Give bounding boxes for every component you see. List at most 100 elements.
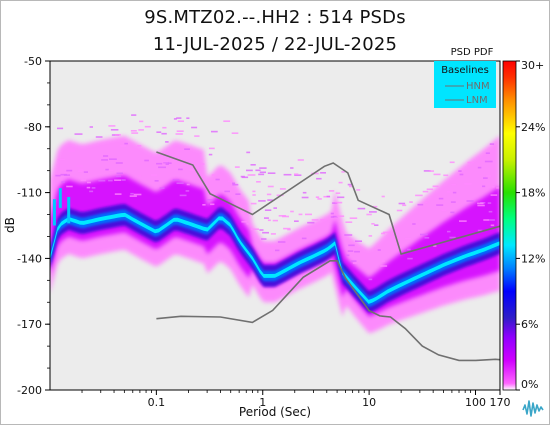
pdf-outlier-streak (259, 171, 266, 174)
chart-subtitle: 11-JUL-2025 / 22-JUL-2025 (152, 34, 398, 55)
pdf-outlier-streak (144, 159, 149, 162)
pdf-outlier-streak (459, 173, 464, 176)
pdf-outlier-streak (483, 219, 489, 221)
pdf-outlier-streak (133, 193, 142, 196)
pdf-outlier-streak (351, 260, 357, 262)
pdf-outlier-streak (398, 202, 406, 205)
pdf-outlier-streak (267, 199, 273, 201)
pdf-outlier-streak (483, 177, 488, 179)
pdf-outlier-streak (438, 197, 444, 200)
pdf-outlier-streak (374, 224, 379, 226)
pdf-outlier-streak (279, 188, 286, 190)
pdf-outlier-streak (298, 213, 303, 216)
pdf-outlier-streak (424, 237, 430, 239)
pdf-outlier-streak (349, 185, 354, 188)
pdf-outlier-streak (89, 190, 94, 193)
legend-hnm-label: HNM (466, 81, 490, 92)
pdf-outlier-streak (335, 201, 343, 204)
waveform-logo-icon (520, 396, 546, 420)
pdf-outlier-streak (178, 149, 182, 151)
pdf-outlier-streak (355, 240, 362, 242)
pdf-outlier-streak (488, 210, 493, 213)
x-axis-ticks: 0.1 1 10 100 170 (81, 390, 511, 409)
y-axis-ticks: -50 -80 -110 -140 -170 -200 (17, 55, 50, 397)
pdf-outlier-streak (406, 248, 411, 251)
pdf-outlier-streak (114, 134, 121, 136)
pdf-outlier-streak (412, 223, 416, 225)
pdf-outlier-streak (294, 220, 299, 222)
pdf-outlier-streak (66, 185, 73, 188)
pdf-outlier-streak (272, 219, 278, 222)
pdf-outlier-streak (210, 203, 215, 206)
pdf-outlier-streak (369, 211, 377, 213)
pdf-outlier-streak (372, 205, 378, 208)
pdf-outlier-streak (231, 132, 239, 134)
pdf-outlier-streak (208, 147, 215, 150)
pdf-outlier-streak (485, 152, 490, 154)
pdf-outlier-streak (449, 236, 456, 239)
pdf-outlier-streak (490, 224, 495, 227)
pdf-outlier-streak (487, 219, 495, 221)
pdf-outlier-streak (270, 233, 276, 235)
pdf-outlier-streak (447, 191, 451, 193)
pdf-outlier-streak (120, 144, 127, 147)
pdf-outlier-streak (168, 162, 172, 164)
pdf-outlier-streak (491, 186, 495, 188)
pdf-outlier-streak (68, 150, 75, 152)
pdf-outlier-streak (163, 161, 169, 164)
pdf-outlier-streak (297, 159, 304, 161)
pdf-outlier-streak (433, 245, 437, 247)
pdf-outlier-streak (105, 168, 109, 171)
pdf-outlier-streak (108, 179, 113, 182)
pdf-outlier-streak (415, 194, 423, 197)
pdf-outlier-streak (422, 190, 429, 193)
pdf-outlier-streak (347, 250, 354, 252)
legend-title: Baselines (441, 65, 489, 76)
pdf-outlier-streak (232, 182, 236, 185)
pdf-outlier-streak (162, 160, 169, 163)
pdf-outlier-streak (262, 231, 269, 234)
pdf-outlier-streak (137, 145, 142, 147)
pdf-outlier-streak (191, 126, 198, 129)
pdf-outlier-streak (246, 223, 250, 225)
pdf-outlier-streak (57, 127, 64, 130)
pdf-outlier-streak (202, 204, 206, 206)
pdf-outlier-streak (489, 143, 495, 145)
pdf-outlier-streak (165, 141, 169, 143)
pdf-outlier-streak (409, 201, 413, 203)
pdf-outlier-streak (87, 181, 91, 184)
psd-density-layer (50, 114, 500, 334)
pdf-outlier-streak (246, 151, 251, 154)
colorbar-tick-label: 0% (521, 378, 538, 391)
noise-model-baselines (156, 151, 500, 362)
pdf-outlier-streak (172, 178, 180, 181)
legend: Baselines HNM LNM (434, 61, 496, 108)
pdf-outlier-streak (115, 175, 122, 178)
pdf-outlier-streak (131, 114, 137, 116)
x-tick-label: 1 (259, 396, 266, 409)
pdf-outlier-streak (330, 216, 335, 218)
pdf-outlier-streak (484, 160, 493, 163)
pdf-outlier-streak (224, 190, 230, 193)
pdf-outlier-streak (91, 187, 96, 189)
pdf-outlier-streak (477, 202, 484, 205)
pdf-outlier-streak (57, 158, 65, 161)
pdf-outlier-streak (338, 181, 343, 184)
pdf-outlier-streak (302, 191, 307, 194)
pdf-outlier-streak (55, 174, 61, 177)
pdf-outlier-streak (273, 207, 277, 209)
pdf-outlier-streak (347, 183, 352, 186)
pdf-outlier-streak (175, 133, 183, 135)
pdf-outlier-streak (241, 212, 248, 215)
pdf-outlier-streak (129, 195, 137, 197)
pdf-outlier-streak (269, 253, 274, 255)
pdf-outlier-streak (208, 153, 213, 156)
pdf-outlier-streak (138, 129, 144, 131)
pdf-outlier-streak (490, 194, 498, 196)
pdf-outlier-streak (458, 170, 462, 172)
pdf-outlier-streak (294, 174, 302, 176)
pdf-outlier-streak (417, 203, 424, 206)
pdf-outlier-streak (424, 201, 428, 204)
pdf-outlier-streak (156, 162, 163, 165)
pdf-outlier-streak (201, 163, 205, 165)
